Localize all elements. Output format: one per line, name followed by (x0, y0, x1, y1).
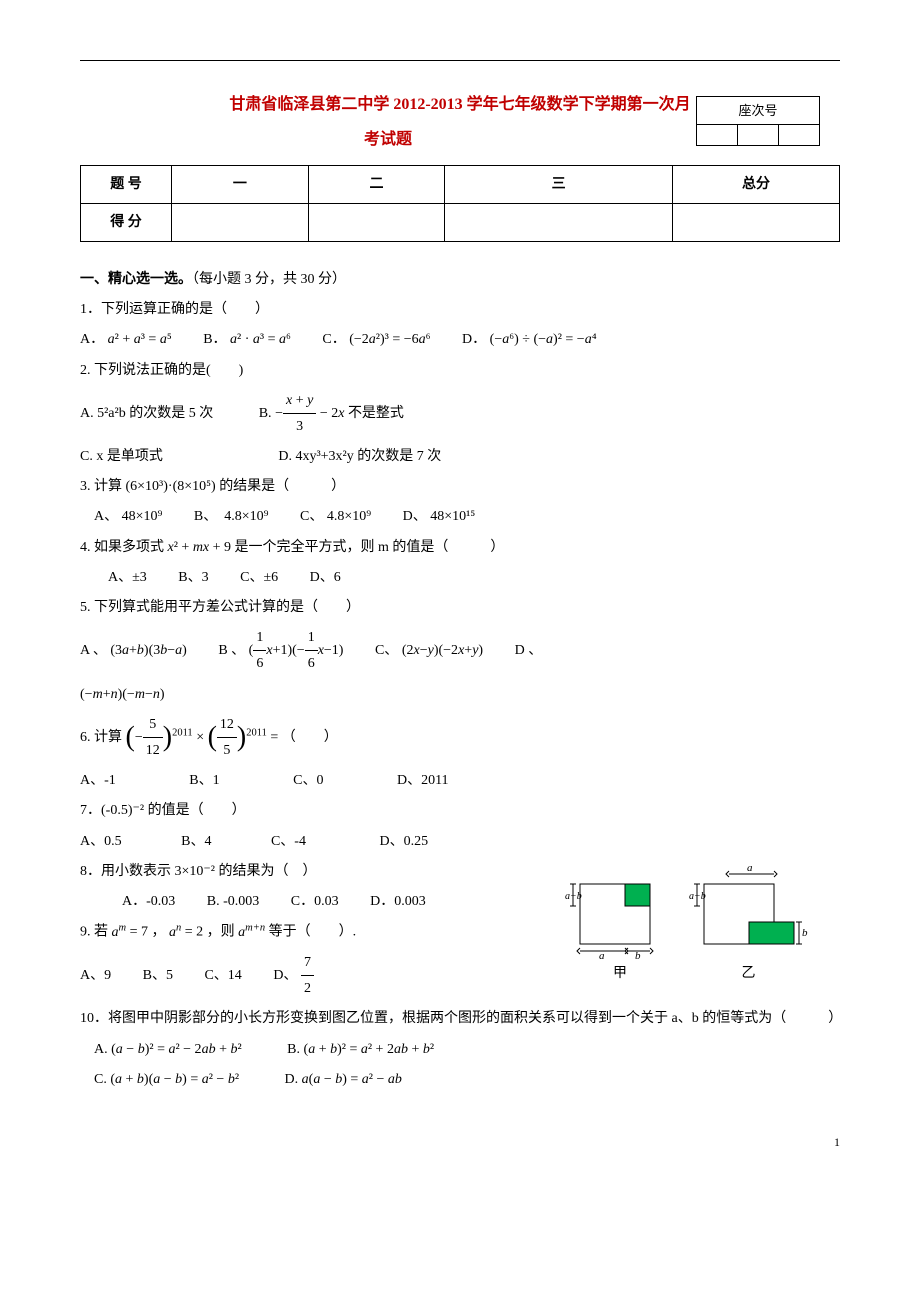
q2-options-ab: A. 5²a²b 的次数是 5 次 B. −x + y3 − 2x 不是整式 (80, 388, 840, 439)
q7-stem: 7．(-0.5)⁻² 的值是（ ） (80, 798, 840, 823)
th-2: 二 (308, 165, 445, 203)
seat-label: 座次号 (697, 96, 820, 124)
q5-stem: 5. 下列算式能用平方差公式计算的是（ ） (80, 595, 840, 620)
svg-text:a−b: a−b (689, 891, 706, 902)
q5-options: A 、 (3a+b)(3b−a) B 、 (16x+1)(−16x−1) C、 … (80, 625, 840, 676)
svg-text:a: a (747, 862, 753, 874)
svg-text:b: b (635, 950, 641, 959)
th-1: 一 (172, 165, 309, 203)
q6-stem: 6. 计算 (−512)2011 × (125)2011 = （ ） (80, 712, 840, 763)
diagram-jia-svg: a−b a b (565, 859, 675, 959)
diagram-yi-svg: a a−b b (689, 859, 809, 959)
q2-stem: 2. 下列说法正确的是( ) (80, 358, 840, 383)
q10-options-ab: A. (a − b)² = a² − 2ab + b² B. (a + b)² … (80, 1037, 840, 1062)
diagram-yi: a a−b b 乙 (689, 859, 809, 986)
page-number: 1 (80, 1132, 840, 1154)
q2-options-cd: C. x 是单项式 D. 4xy³+3x²y 的次数是 7 次 (80, 444, 840, 469)
th-total: 总分 (672, 165, 839, 203)
q6-options: A、-1 B、1 C、0 D、2011 (80, 768, 840, 793)
q4-stem: 4. 如果多项式 x² + mx + 9 是一个完全平方式，则 m 的值是（ ） (80, 535, 840, 560)
th-num: 题 号 (81, 165, 172, 203)
q5-option-d-expr: (−m+n)(−m−n) (80, 682, 840, 707)
diagram-container: a−b a b 甲 a a−b (560, 859, 840, 986)
q1-options: A． a² + a³ = a⁵ B． a² · a³ = a⁶ C． (−2a²… (80, 327, 840, 352)
q10-options-cd: C. (a + b)(a − b) = a² − b² D. a(a − b) … (80, 1067, 840, 1092)
q1-stem: 1．下列运算正确的是（ ） (80, 297, 840, 322)
svg-text:a: a (599, 950, 605, 959)
q4-options: A、±3 B、3 C、±6 D、6 (80, 565, 840, 590)
top-rule (80, 60, 840, 61)
svg-text:b: b (802, 927, 808, 939)
seat-number-box: 座次号 (696, 96, 820, 146)
svg-text:a−b: a−b (565, 891, 582, 902)
q7-options: A、0.5 B、4 C、-4 D、0.25 (80, 829, 840, 854)
row-score-label: 得 分 (81, 203, 172, 241)
th-3: 三 (445, 165, 673, 203)
section1-header: 一、精心选一选。（每小题 3 分，共 30 分） (80, 267, 840, 292)
diagram-jia: a−b a b 甲 (565, 859, 675, 986)
q10-stem: 10．将图甲中阴影部分的小长方形变换到图乙位置，根据两个图形的面积关系可以得到一… (80, 1006, 840, 1031)
q3-options: A、 48×10⁹ B、 4.8×10⁹ C、 4.8×10⁹ D、 48×10… (80, 504, 840, 529)
q3-stem: 3. 计算 (6×10³)·(8×10⁵) 的结果是（ ） (80, 474, 840, 499)
score-table: 题 号 一 二 三 总分 得 分 (80, 165, 840, 242)
